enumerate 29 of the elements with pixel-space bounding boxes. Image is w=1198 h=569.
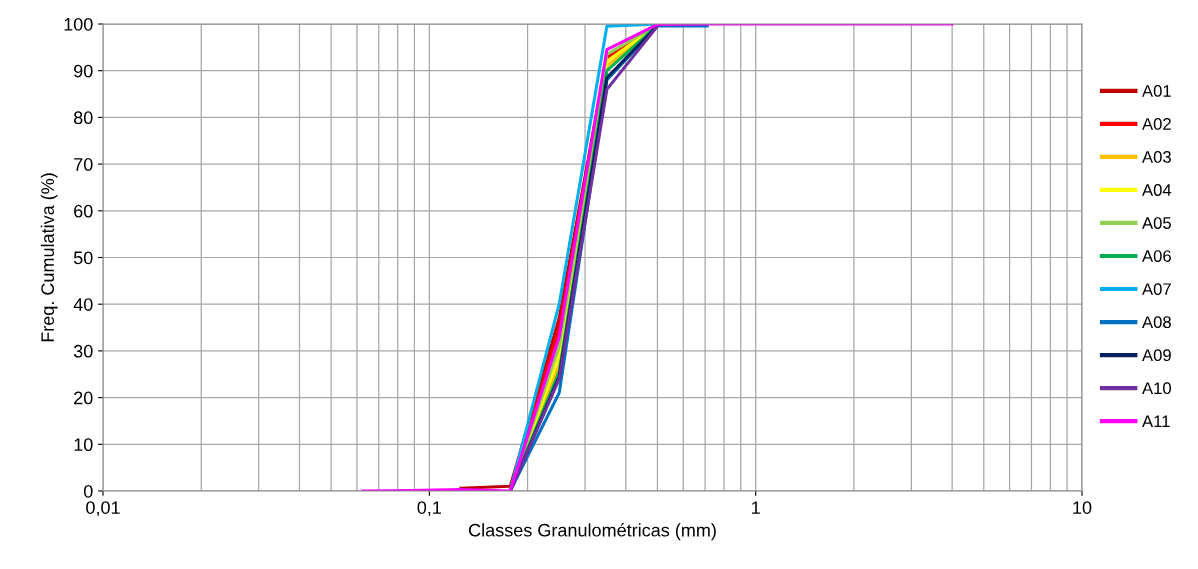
legend-label: A09 [1142,349,1171,362]
legend-label: A06 [1142,250,1171,262]
y-tick-label: 80 [73,111,93,125]
legend-label: A04 [1142,184,1172,196]
y-tick-label: 90 [74,64,93,78]
legend-label: A10 [1142,382,1171,395]
legend-label: A01 [1142,84,1171,97]
y-tick-label: 70 [74,158,93,171]
legend-label: A05 [1142,217,1171,229]
y-tick-label: 20 [74,391,93,405]
x-tick-label: 1 [752,501,760,514]
y-tick-label: 40 [73,298,93,311]
legend-label: A03 [1142,151,1171,163]
legend-label: A02 [1142,118,1171,130]
line-series [508,24,659,491]
y-tick-label: 30 [73,344,93,358]
y-tick-label: 50 [73,251,93,265]
legend-label: A07 [1142,283,1171,296]
legend-label: A08 [1142,316,1171,329]
x-tick-label: 0,1 [417,501,441,517]
x-tick-label: 10 [1073,501,1092,514]
legend-label: A11 [1142,415,1170,427]
x-axis-title: Classes Granulométricas (mm) [469,523,716,541]
y-axis-title: Freq. Cumulativa (%) [40,173,58,342]
y-tick-label: 100 [64,17,93,31]
x-tick-label: 0,01 [86,501,120,517]
y-tick-label: 10 [74,438,93,452]
y-tick-label: 0 [83,484,93,498]
y-tick-label: 60 [74,204,93,218]
